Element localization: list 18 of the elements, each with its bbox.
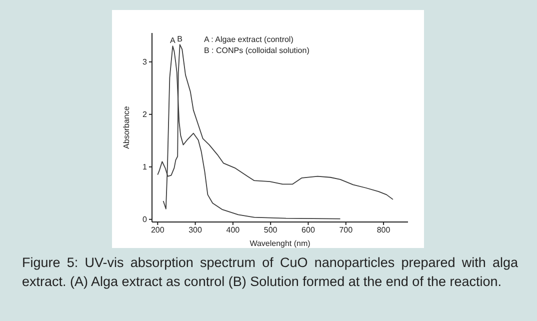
annotation: B [177, 34, 183, 44]
x-tick-label: 800 [376, 226, 391, 235]
x-tick-label: 500 [264, 226, 278, 235]
x-tick-label: 600 [302, 226, 316, 235]
y-tick-label: 1 [142, 162, 148, 172]
annotation: A [170, 36, 176, 46]
x-axis-title: Wavelenght (nm) [250, 239, 311, 248]
x-tick-label: 200 [150, 226, 165, 235]
annotation: A : Algae extract (control) [204, 35, 294, 44]
x-tick-label: 700 [339, 226, 354, 235]
y-tick-label: 2 [142, 110, 148, 120]
caption: Figure 5: UV-vis absorption spectrum of CuO nanoparticles prepared with alga extract. (A) Alga extract as control (B) Solution formed at the end of the reaction. [22, 254, 518, 291]
annotation: B : CONPs (colloidal solution) [204, 46, 310, 55]
y-tick-label: 0 [142, 215, 148, 224]
x-tick-label: 300 [188, 226, 203, 235]
y-tick-label: 3 [142, 58, 148, 67]
x-tick-label: 400 [226, 226, 240, 235]
y-axis-title: Absorbance [122, 106, 131, 149]
